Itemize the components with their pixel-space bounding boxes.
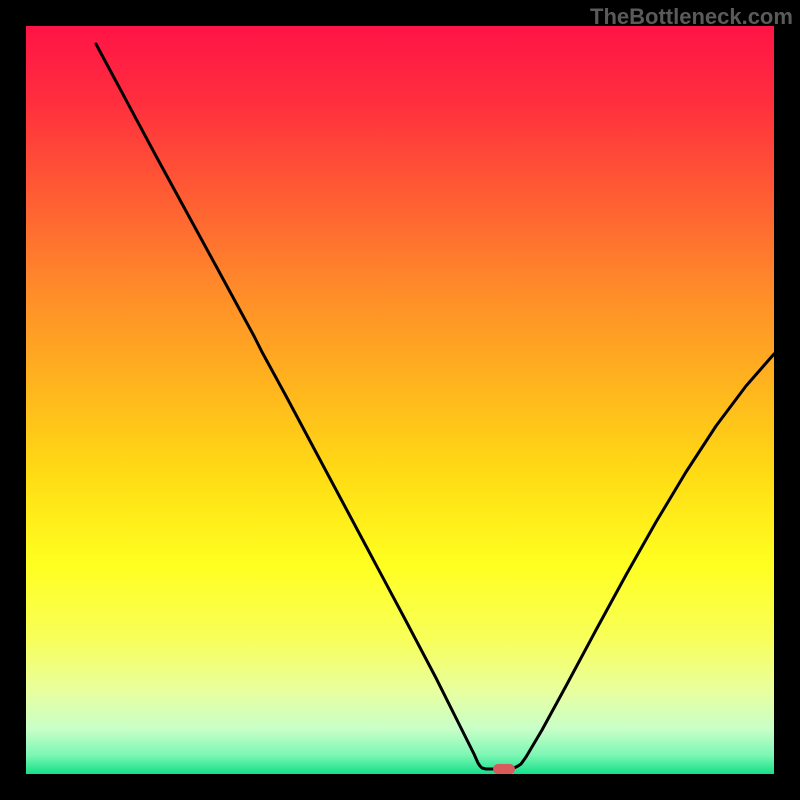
valley-marker — [493, 764, 515, 774]
watermark-label: TheBottleneck.com — [590, 4, 793, 30]
bottleneck-curve — [0, 0, 800, 800]
chart-container: TheBottleneck.com — [0, 0, 800, 800]
